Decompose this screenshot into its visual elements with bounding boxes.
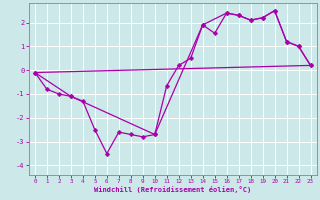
X-axis label: Windchill (Refroidissement éolien,°C): Windchill (Refroidissement éolien,°C) [94, 186, 251, 193]
